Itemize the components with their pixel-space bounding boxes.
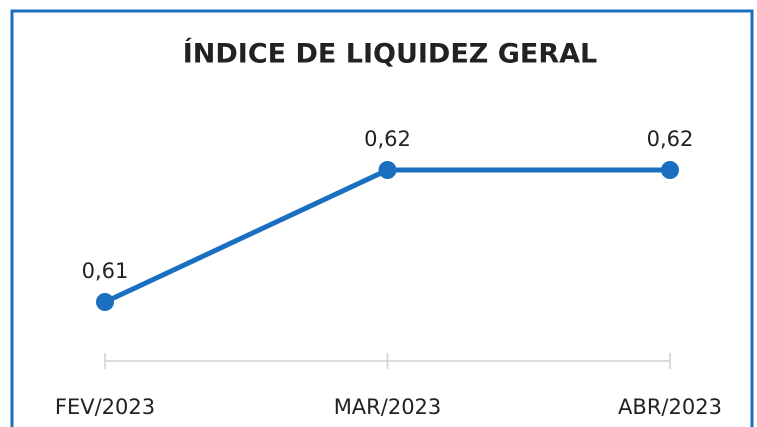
x-tick-label: MAR/2023 [334, 395, 442, 419]
line [103, 167, 670, 305]
point [378, 161, 397, 179]
x-tick-label: FEV/2023 [55, 395, 155, 419]
data-label: 0,62 [364, 127, 411, 151]
chart-title: ÍNDICE DE LIQUIDEZ GERAL [183, 38, 598, 70]
data-label: 0,61 [82, 259, 129, 283]
point [661, 161, 679, 179]
x-tick-label: ABR/2023 [618, 395, 722, 419]
point [96, 293, 114, 311]
frame [10, 9, 754, 427]
data-label: 0,62 [647, 127, 694, 151]
